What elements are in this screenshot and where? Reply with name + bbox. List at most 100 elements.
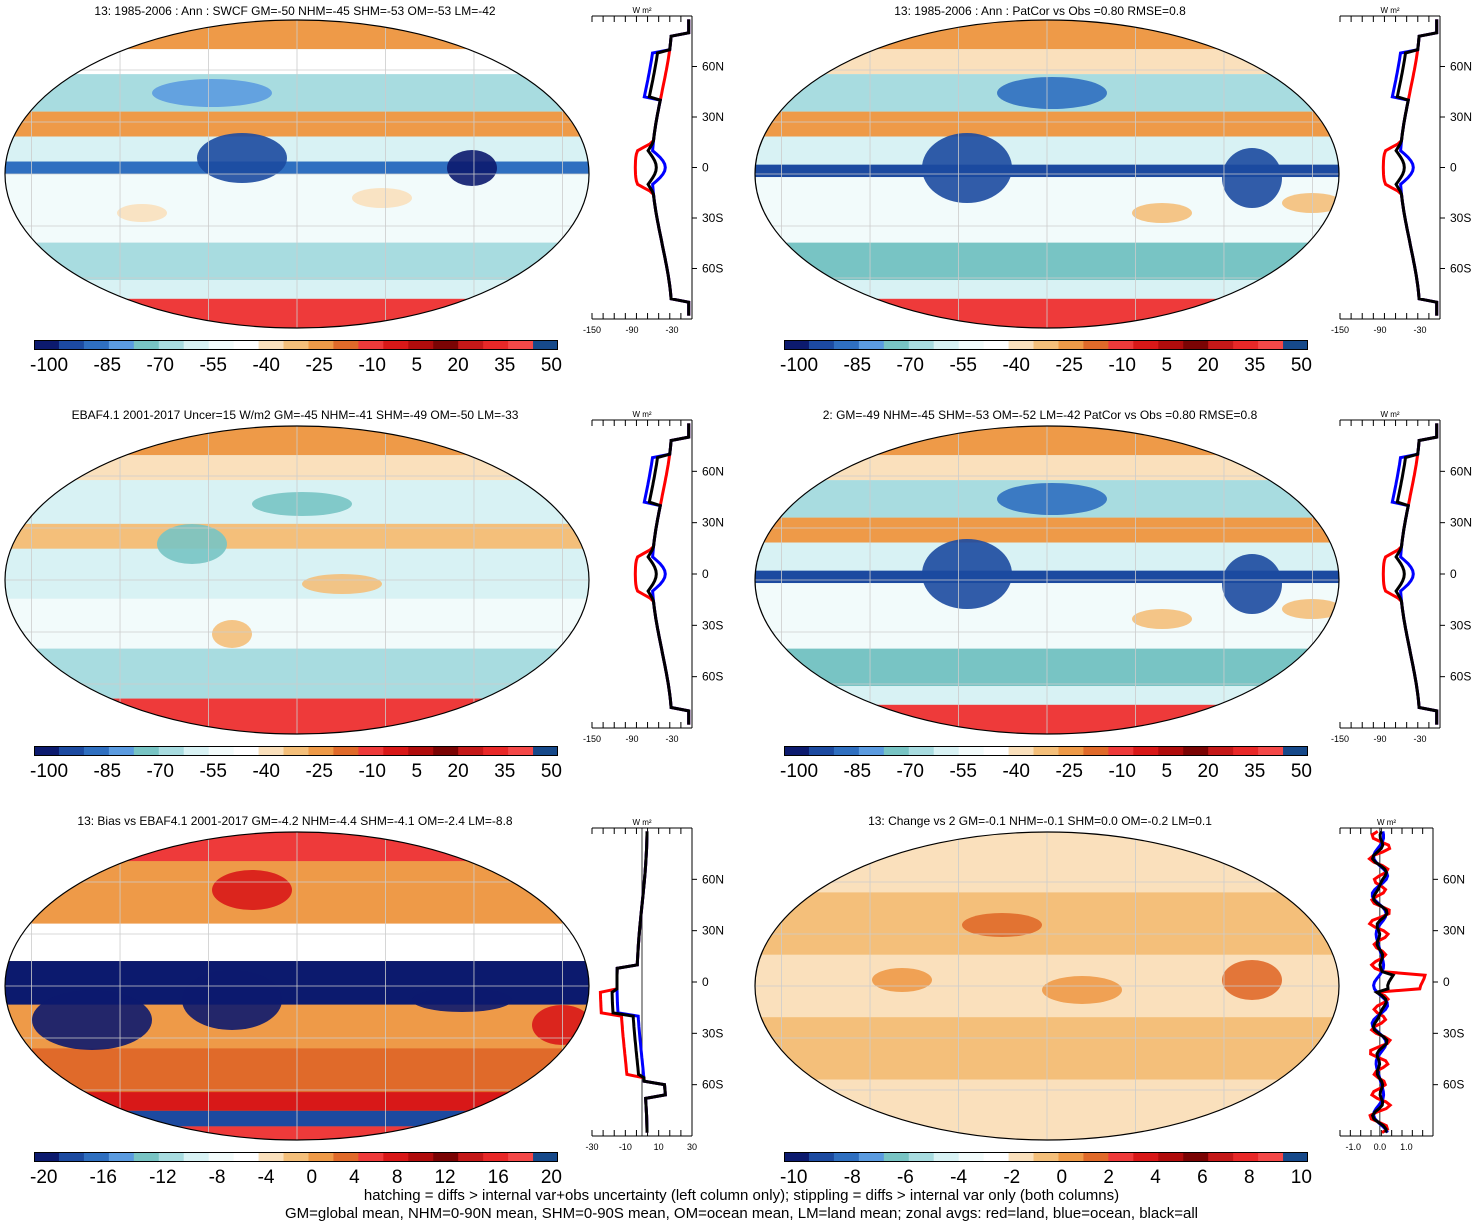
colorbar-swatch — [1008, 1152, 1035, 1162]
map-reference-run — [754, 425, 1340, 735]
colorbar-swatch — [358, 340, 384, 350]
colorbar-swatch — [958, 1152, 985, 1162]
colorbar-swatch — [1108, 1152, 1134, 1162]
colorbar-tick-label: -10 — [358, 761, 386, 782]
colorbar-swatch — [433, 340, 459, 350]
colorbar-swatch — [1158, 340, 1184, 350]
profile-line-all — [610, 831, 667, 1133]
colorbar-swatch — [133, 746, 160, 756]
profile-lat-label: 60S — [1443, 1078, 1464, 1092]
colorbar-tick-label: 50 — [1290, 355, 1312, 376]
colorbar-swatch — [1083, 746, 1109, 756]
zonal-profile-4: W m² -150 -90 -30 60N 30N 0 30S 60S — [1331, 410, 1472, 744]
colorbar-swatch — [1108, 746, 1134, 756]
zonal-profile-2: W m² -150 -90 -30 60N 30N 0 30S 60S — [1331, 6, 1472, 335]
colorbar-swatch — [1058, 746, 1084, 756]
map-change — [754, 831, 1340, 1141]
colorbar-swatch — [483, 340, 509, 350]
colorbar-swatch — [233, 746, 260, 756]
colorbar-tick-label: -8 — [843, 1167, 861, 1188]
colorbar-swatch — [833, 340, 860, 350]
profile-line-land — [1367, 830, 1427, 1134]
colorbar-1 — [34, 340, 558, 350]
profile-x-tick-label: 0.0 — [1374, 1142, 1387, 1152]
profile-x-tick-label: -30 — [1413, 734, 1426, 744]
colorbar-tick-label: -40 — [252, 761, 280, 782]
colorbar-swatch — [908, 340, 935, 350]
colorbar-swatch — [108, 1152, 135, 1162]
colorbar-swatch — [308, 340, 334, 350]
map-field — [755, 426, 1339, 734]
colorbar-swatch — [1283, 746, 1308, 756]
colorbar-tick-label: 16 — [487, 1167, 509, 1188]
colorbar-tick-label: -12 — [149, 1167, 177, 1188]
colorbar-tick-label: -25 — [1055, 761, 1083, 782]
profile-x-tick-label: -90 — [1373, 325, 1386, 335]
colorbar-tick-label: -100 — [780, 761, 819, 782]
colorbar-tick-label: -4 — [950, 1167, 968, 1188]
profile-x-tick-label: -30 — [585, 1142, 598, 1152]
profile-lat-label: 60N — [1450, 464, 1472, 478]
colorbar-tick-label: 4 — [349, 1167, 360, 1188]
profile-unit-label: W m² — [632, 818, 651, 827]
colorbar-swatch — [34, 340, 60, 350]
colorbar-swatch — [258, 746, 285, 756]
colorbar-swatch — [83, 746, 110, 756]
colorbar-swatch — [1008, 746, 1035, 756]
colorbar-swatch — [784, 340, 810, 350]
profile-lat-label: 60S — [702, 670, 723, 684]
colorbar-swatch — [784, 1152, 810, 1162]
profile-line-land — [633, 423, 691, 725]
profile-lat-label: 60N — [1450, 60, 1472, 74]
map-outline — [4, 425, 590, 735]
colorbar-swatch — [833, 1152, 860, 1162]
colorbar-4 — [784, 746, 1308, 756]
colorbar-swatch — [1208, 340, 1234, 350]
colorbar-swatch — [433, 746, 459, 756]
profile-x-tick-label: -90 — [625, 734, 638, 744]
colorbar-swatch — [784, 746, 810, 756]
profile-lat-label: 60S — [702, 1078, 723, 1092]
colorbar-swatch — [333, 1152, 359, 1162]
colorbar-tick-label: 8 — [1243, 1167, 1255, 1188]
colorbar-swatch — [858, 340, 885, 350]
profile-x-tick-label: -30 — [665, 325, 678, 335]
colorbar-swatch — [933, 340, 960, 350]
colorbar-swatch — [1208, 746, 1234, 756]
profile-lat-label: 30N — [702, 924, 724, 938]
profile-x-tick-label: -150 — [1331, 325, 1349, 335]
colorbar-swatch — [34, 1152, 60, 1162]
map-field — [5, 426, 589, 734]
colorbar-swatch — [408, 1152, 434, 1162]
colorbar-3-labels: -100 -85 -70 -55 -40 -25 -10 5 20 35 50 — [30, 761, 562, 783]
colorbar-tick-label: 2 — [1103, 1167, 1114, 1188]
colorbar-swatch — [1208, 1152, 1234, 1162]
colorbar-swatch — [908, 746, 935, 756]
colorbar-tick-label: 5 — [411, 761, 423, 782]
profile-lat-label: 30S — [702, 211, 723, 225]
profile-unit-label: W m² — [1377, 818, 1396, 827]
panel-title-3: EBAF4.1 2001-2017 Uncer=15 W/m2 GM=-45 N… — [71, 408, 519, 422]
colorbar-tick-label: -2 — [1003, 1167, 1021, 1188]
colorbar-tick-label: 20 — [447, 761, 469, 782]
colorbar-swatch — [308, 746, 334, 756]
map-model-patcor — [754, 19, 1340, 329]
colorbar-tick-label: 35 — [494, 355, 516, 376]
colorbar-tick-label: 20 — [540, 1167, 562, 1188]
colorbar-6-labels: -10 -8 -6 -4 -2 0 2 4 6 8 10 — [780, 1167, 1312, 1189]
colorbar-2-labels: -100 -85 -70 -55 -40 -25 -10 5 20 35 50 — [780, 355, 1312, 377]
profile-line-land — [633, 19, 691, 316]
colorbar-tick-label: 50 — [540, 355, 562, 376]
colorbar-swatch — [883, 340, 910, 350]
profile-lat-label: 60N — [702, 60, 724, 74]
colorbar-swatch — [533, 340, 558, 350]
colorbar-swatch — [333, 746, 359, 756]
profile-unit-label: W m² — [632, 410, 651, 419]
colorbar-tick-label: 35 — [1244, 355, 1266, 376]
colorbar-swatch — [1083, 340, 1109, 350]
profile-lat-label: 30S — [702, 618, 723, 632]
profile-lat-label: 30S — [1443, 1026, 1464, 1040]
colorbar-swatch — [1133, 340, 1159, 350]
colorbar-swatch — [1033, 340, 1059, 350]
profile-lat-label: 0 — [1450, 161, 1457, 175]
